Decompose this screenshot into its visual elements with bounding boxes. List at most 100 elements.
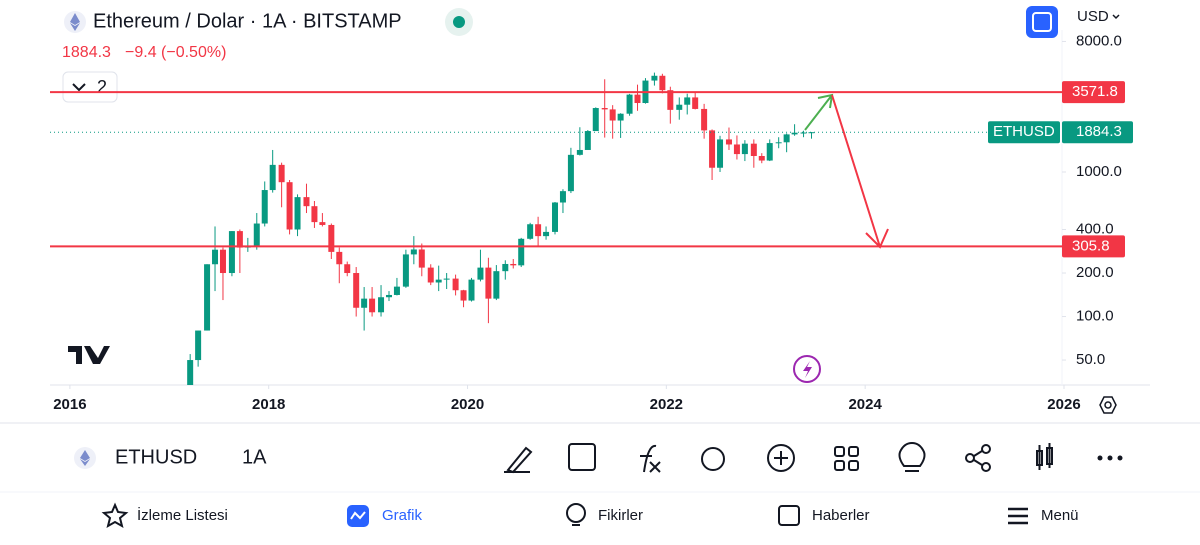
candle-body: [750, 143, 757, 156]
layout-tool[interactable]: [834, 446, 845, 457]
layout-count: 2: [97, 77, 107, 97]
candle-body: [460, 290, 467, 301]
x-tick-label: 2026: [1047, 396, 1080, 413]
news-icon: [778, 505, 800, 526]
plot: [187, 72, 815, 385]
candle-body: [435, 279, 442, 283]
candle-body: [567, 154, 574, 192]
candle-body: [527, 224, 534, 239]
candle-body: [303, 197, 310, 207]
candle-body: [609, 109, 616, 121]
x-tick-label: 2018: [252, 396, 285, 413]
share-tool[interactable]: [965, 453, 975, 463]
symbol-label: ETHUSD: [993, 123, 1055, 140]
x-tick-label: 2022: [650, 396, 683, 413]
nav-item[interactable]: Grafik: [382, 507, 423, 524]
more-dot[interactable]: [1097, 455, 1103, 461]
candle-body: [212, 249, 219, 265]
tool-icons: [504, 441, 1053, 474]
menu-icon: [1008, 507, 1028, 525]
candle-body: [584, 131, 591, 150]
candle-body: [336, 251, 343, 265]
candle-body: [353, 273, 360, 308]
candle-body: [502, 263, 509, 272]
candle-body: [369, 298, 376, 313]
add-tool[interactable]: [767, 444, 795, 472]
toolbar-symbol[interactable]: ETHUSD: [115, 446, 197, 468]
candle-body: [485, 267, 492, 299]
candle-body: [278, 164, 285, 183]
nav-item[interactable]: Menü: [1041, 507, 1079, 524]
candle-body: [576, 149, 583, 155]
candle-body: [518, 238, 525, 266]
candle-body: [733, 144, 740, 155]
tv-logo: [68, 346, 110, 364]
fullscreen-button[interactable]: [1026, 6, 1058, 38]
candle-body: [510, 263, 517, 266]
lightning: [803, 361, 812, 378]
candle-body: [783, 134, 790, 143]
candle-body: [717, 139, 724, 168]
candle-body: [468, 279, 475, 301]
candle-body: [758, 155, 765, 161]
candle-body: [741, 143, 748, 155]
fx-tool[interactable]: [640, 444, 661, 473]
layout-button[interactable]: [62, 71, 118, 103]
candle-body: [393, 286, 400, 295]
candle-body: [219, 249, 226, 274]
last-label: 1884.3: [1076, 123, 1122, 140]
candle-body: [800, 132, 807, 134]
candle-body: [667, 90, 674, 110]
chart-icon-line: [350, 511, 366, 520]
candle-body: [228, 231, 235, 274]
candle-body: [319, 222, 326, 225]
candle-body: [311, 206, 318, 223]
candle-body: [236, 231, 243, 248]
nav-item[interactable]: Haberler: [812, 507, 870, 524]
more-dot: [1117, 455, 1123, 461]
x-tick-label: 2020: [451, 396, 484, 413]
y-tick-label: 50.0: [1076, 351, 1105, 368]
ideas-icon: [566, 503, 586, 523]
toolbar-interval[interactable]: 1A: [242, 446, 267, 468]
eth-logo: [70, 13, 80, 31]
candle-body: [195, 330, 202, 361]
alert-tool[interactable]: [701, 447, 725, 471]
candle-body: [418, 249, 425, 268]
candle-body: [725, 139, 732, 145]
candle-body: [378, 297, 385, 313]
candle-body: [808, 132, 815, 134]
candle-body: [261, 190, 268, 224]
nav-item[interactable]: Fikirler: [598, 507, 643, 524]
indicator-tool[interactable]: [568, 443, 596, 471]
last-price: 1884.3: [62, 44, 111, 61]
symbol-tag: [988, 121, 1060, 144]
candle-body: [559, 191, 566, 203]
level-tag: [1062, 81, 1125, 104]
level-label: 305.8: [1072, 237, 1110, 254]
candle-body: [493, 271, 500, 299]
candle-body: [344, 264, 351, 274]
candle-body: [709, 130, 716, 168]
nav-item[interactable]: İzleme Listesi: [137, 506, 228, 524]
currency-chevron: [1112, 14, 1120, 20]
draw-tool[interactable]: [504, 446, 533, 474]
candle-body: [701, 108, 708, 131]
candle-body: [253, 223, 260, 247]
settings-icon[interactable]: [1099, 396, 1117, 414]
candle-body: [766, 143, 773, 161]
candle-body: [410, 249, 417, 255]
watchlist-icon: [101, 502, 129, 529]
idea-tool[interactable]: [898, 441, 926, 472]
y-tick-label: 8000.0: [1076, 32, 1122, 49]
currency[interactable]: USD: [1077, 8, 1109, 25]
event-icon[interactable]: [793, 355, 821, 383]
candle-body: [187, 360, 194, 385]
candle-body: [477, 267, 484, 280]
candle-body: [684, 97, 691, 105]
candle-body: [204, 264, 211, 331]
candle-body: [791, 132, 798, 135]
candle-body: [601, 108, 608, 110]
candle-body: [775, 142, 782, 144]
